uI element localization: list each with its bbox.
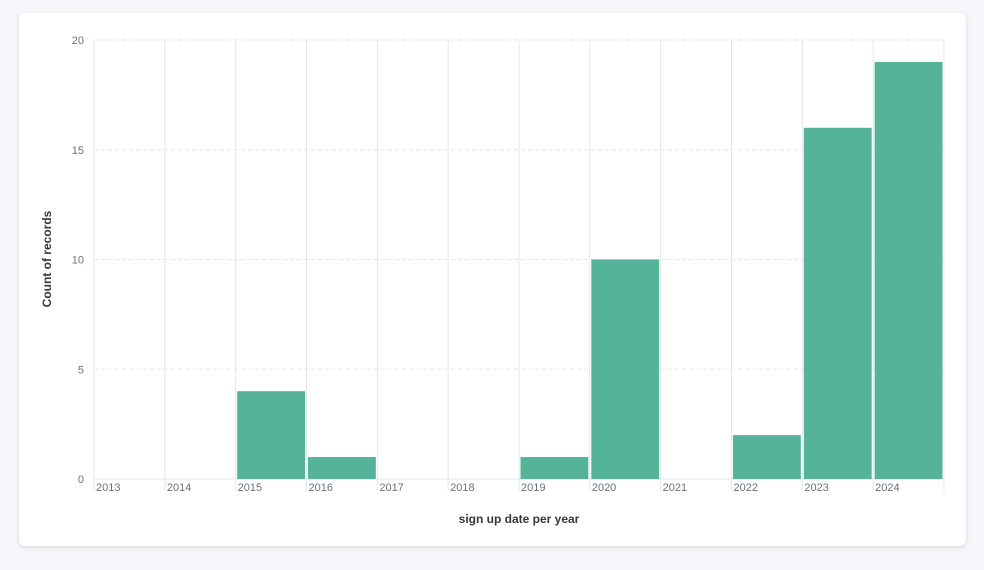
bar-2016: [308, 457, 376, 479]
bar-2023: [803, 127, 872, 480]
x-tick-label: 2013: [96, 482, 120, 494]
bar-2020: [591, 259, 660, 479]
x-tick-label: 2017: [379, 482, 403, 494]
y-tick-label: 5: [78, 364, 84, 376]
x-tick-label: 2015: [238, 482, 262, 494]
bar-2015: [237, 391, 305, 479]
y-tick-label: 20: [72, 35, 84, 47]
bars: [237, 61, 943, 480]
x-tick-label: 2018: [450, 482, 474, 494]
x-tick-label: 2023: [804, 482, 828, 494]
x-axis-title: sign up date per year: [459, 512, 580, 526]
y-tick-label: 0: [78, 474, 84, 486]
y-tick-label: 10: [72, 255, 84, 267]
tick-labels: 0 5 10 15 20 2013 2014 2015 2016 2017 2018 2019 2020…: [72, 35, 900, 494]
x-tick-label: 2024: [875, 482, 899, 494]
x-tick-label: 2020: [592, 482, 616, 494]
bar-2024: [874, 61, 943, 479]
x-tick-label: 2016: [309, 482, 333, 494]
bar-2022: [733, 435, 801, 479]
x-tick-label: 2019: [521, 482, 545, 494]
x-tick-label: 2022: [734, 482, 758, 494]
y-tick-label: 15: [72, 145, 84, 157]
y-axis-title: Count of records: [40, 210, 54, 307]
x-tick-label: 2014: [167, 482, 191, 494]
x-tick-label: 2021: [663, 482, 687, 494]
bar-2019: [520, 457, 589, 479]
gridlines: [93, 39, 945, 491]
